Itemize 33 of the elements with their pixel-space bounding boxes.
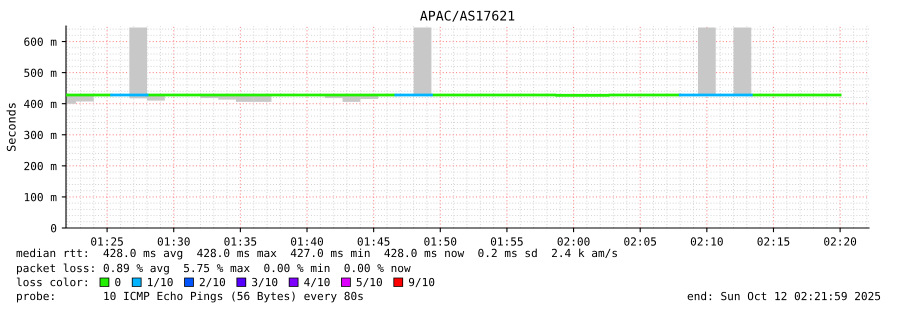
x-tick-label: 01:45 xyxy=(358,237,390,246)
text: end: Sun Oct 12 02:21:59 2025 xyxy=(688,292,880,300)
text: median rtt: 428.0 ms avg 428.0 ms max 427.0 ms min 428.0 ms now 0.2 ms sd 2.4 k am/s xyxy=(16,248,617,260)
legend-label: 0 xyxy=(115,278,120,286)
legend-label: 3/10 xyxy=(252,278,278,288)
x-tick-label: 02:15 xyxy=(757,237,790,246)
text: probe: 10 ICMP Echo Pings (56 Bytes) every 80s xyxy=(17,292,363,302)
text: packet loss: 0.89 % avg 5.75 % max 0.00 % min 0.00 % now xyxy=(17,264,411,274)
legend-label: 9/10 xyxy=(408,278,434,288)
legend-label: 2/10 xyxy=(200,278,226,288)
chart-title: APAC/AS17621 xyxy=(420,10,514,22)
x-tick-label: 01:25 xyxy=(91,237,123,246)
y-tick-label: 600 m xyxy=(24,38,56,46)
y-tick-label: 300 m xyxy=(24,130,56,140)
legend-label: 4/10 xyxy=(304,278,330,288)
x-tick-label: 02:20 xyxy=(824,237,856,246)
x-tick-label: 01:30 xyxy=(158,237,190,246)
x-tick-label: 02:10 xyxy=(690,237,723,246)
legend-label: 1/10 xyxy=(148,278,173,288)
x-tick-label: 01:35 xyxy=(224,237,256,246)
y-tick-label: 400 m xyxy=(24,100,56,108)
x-tick-label: 01:40 xyxy=(291,237,324,246)
y-tick-label: 500 m xyxy=(24,68,56,78)
x-tick-label: 02:05 xyxy=(624,237,656,246)
x-tick-label: 02:00 xyxy=(558,237,590,246)
x-tick-label: 01:50 xyxy=(424,237,456,246)
legend-title: loss color: xyxy=(16,278,87,286)
x-tick-label: 01:55 xyxy=(490,237,523,246)
y-tick-label: 0 xyxy=(51,224,56,232)
y-tick-label: 200 m xyxy=(24,162,56,170)
y-tick-label: 100 m xyxy=(24,192,56,202)
y-axis-title: Seconds xyxy=(6,103,16,152)
legend-label: 5/10 xyxy=(356,278,382,288)
